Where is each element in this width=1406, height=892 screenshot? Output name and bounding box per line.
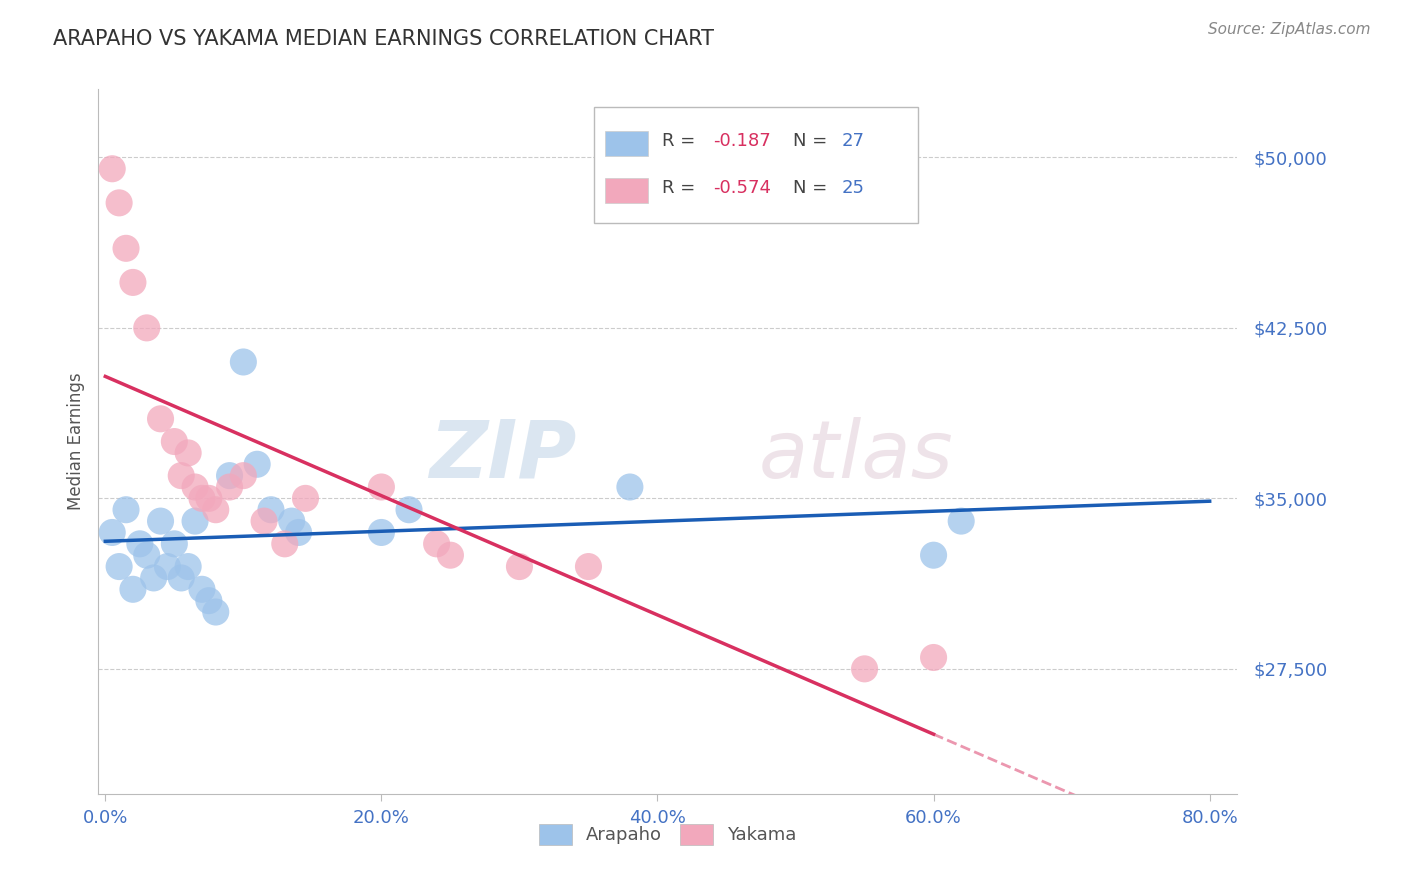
Point bbox=[149, 412, 172, 426]
Text: ZIP: ZIP bbox=[429, 417, 576, 495]
Point bbox=[135, 548, 157, 562]
Point bbox=[280, 514, 302, 528]
Point bbox=[950, 514, 973, 528]
Point bbox=[232, 355, 254, 369]
Point bbox=[184, 514, 207, 528]
Point bbox=[204, 605, 226, 619]
Y-axis label: Median Earnings: Median Earnings bbox=[66, 373, 84, 510]
Point bbox=[191, 491, 214, 506]
Point bbox=[578, 559, 600, 574]
Point bbox=[163, 434, 186, 449]
Point bbox=[370, 525, 392, 540]
Point bbox=[370, 480, 392, 494]
Point bbox=[149, 514, 172, 528]
Point bbox=[170, 468, 193, 483]
Point bbox=[108, 559, 131, 574]
Text: ARAPAHO VS YAKAMA MEDIAN EARNINGS CORRELATION CHART: ARAPAHO VS YAKAMA MEDIAN EARNINGS CORREL… bbox=[53, 29, 714, 48]
Point bbox=[128, 537, 150, 551]
Point bbox=[619, 480, 641, 494]
Text: N =: N = bbox=[793, 179, 827, 197]
Text: -0.574: -0.574 bbox=[713, 179, 772, 197]
Text: Source: ZipAtlas.com: Source: ZipAtlas.com bbox=[1208, 22, 1371, 37]
FancyBboxPatch shape bbox=[593, 107, 918, 223]
Point bbox=[170, 571, 193, 585]
Legend: Arapaho, Yakama: Arapaho, Yakama bbox=[531, 816, 804, 852]
Point bbox=[218, 480, 240, 494]
Point bbox=[122, 582, 145, 597]
Point bbox=[439, 548, 461, 562]
Point bbox=[508, 559, 530, 574]
Text: 25: 25 bbox=[842, 179, 865, 197]
Point bbox=[922, 548, 945, 562]
Point bbox=[108, 195, 131, 210]
Point bbox=[287, 525, 309, 540]
Point bbox=[198, 593, 221, 607]
Text: 27: 27 bbox=[842, 132, 865, 150]
Point bbox=[184, 480, 207, 494]
Point bbox=[198, 491, 221, 506]
Point bbox=[191, 582, 214, 597]
Point bbox=[135, 321, 157, 335]
Point bbox=[204, 502, 226, 516]
Point bbox=[232, 468, 254, 483]
Text: R =: R = bbox=[662, 132, 696, 150]
Point bbox=[101, 161, 124, 176]
Bar bbox=[605, 178, 648, 203]
Text: atlas: atlas bbox=[759, 417, 953, 495]
Text: N =: N = bbox=[793, 132, 827, 150]
Point bbox=[101, 525, 124, 540]
Point bbox=[274, 537, 297, 551]
Point bbox=[398, 502, 420, 516]
Point bbox=[156, 559, 179, 574]
Point bbox=[115, 241, 138, 255]
Point bbox=[122, 276, 145, 290]
Point bbox=[163, 537, 186, 551]
Point bbox=[853, 662, 876, 676]
Text: -0.187: -0.187 bbox=[713, 132, 770, 150]
Text: R =: R = bbox=[662, 179, 696, 197]
Point bbox=[246, 457, 269, 471]
Point bbox=[142, 571, 165, 585]
Point bbox=[294, 491, 316, 506]
Point bbox=[260, 502, 283, 516]
Point bbox=[177, 446, 200, 460]
Bar bbox=[605, 131, 648, 156]
Point bbox=[177, 559, 200, 574]
Point bbox=[253, 514, 276, 528]
Point bbox=[218, 468, 240, 483]
Point bbox=[922, 650, 945, 665]
Point bbox=[115, 502, 138, 516]
Point bbox=[426, 537, 449, 551]
